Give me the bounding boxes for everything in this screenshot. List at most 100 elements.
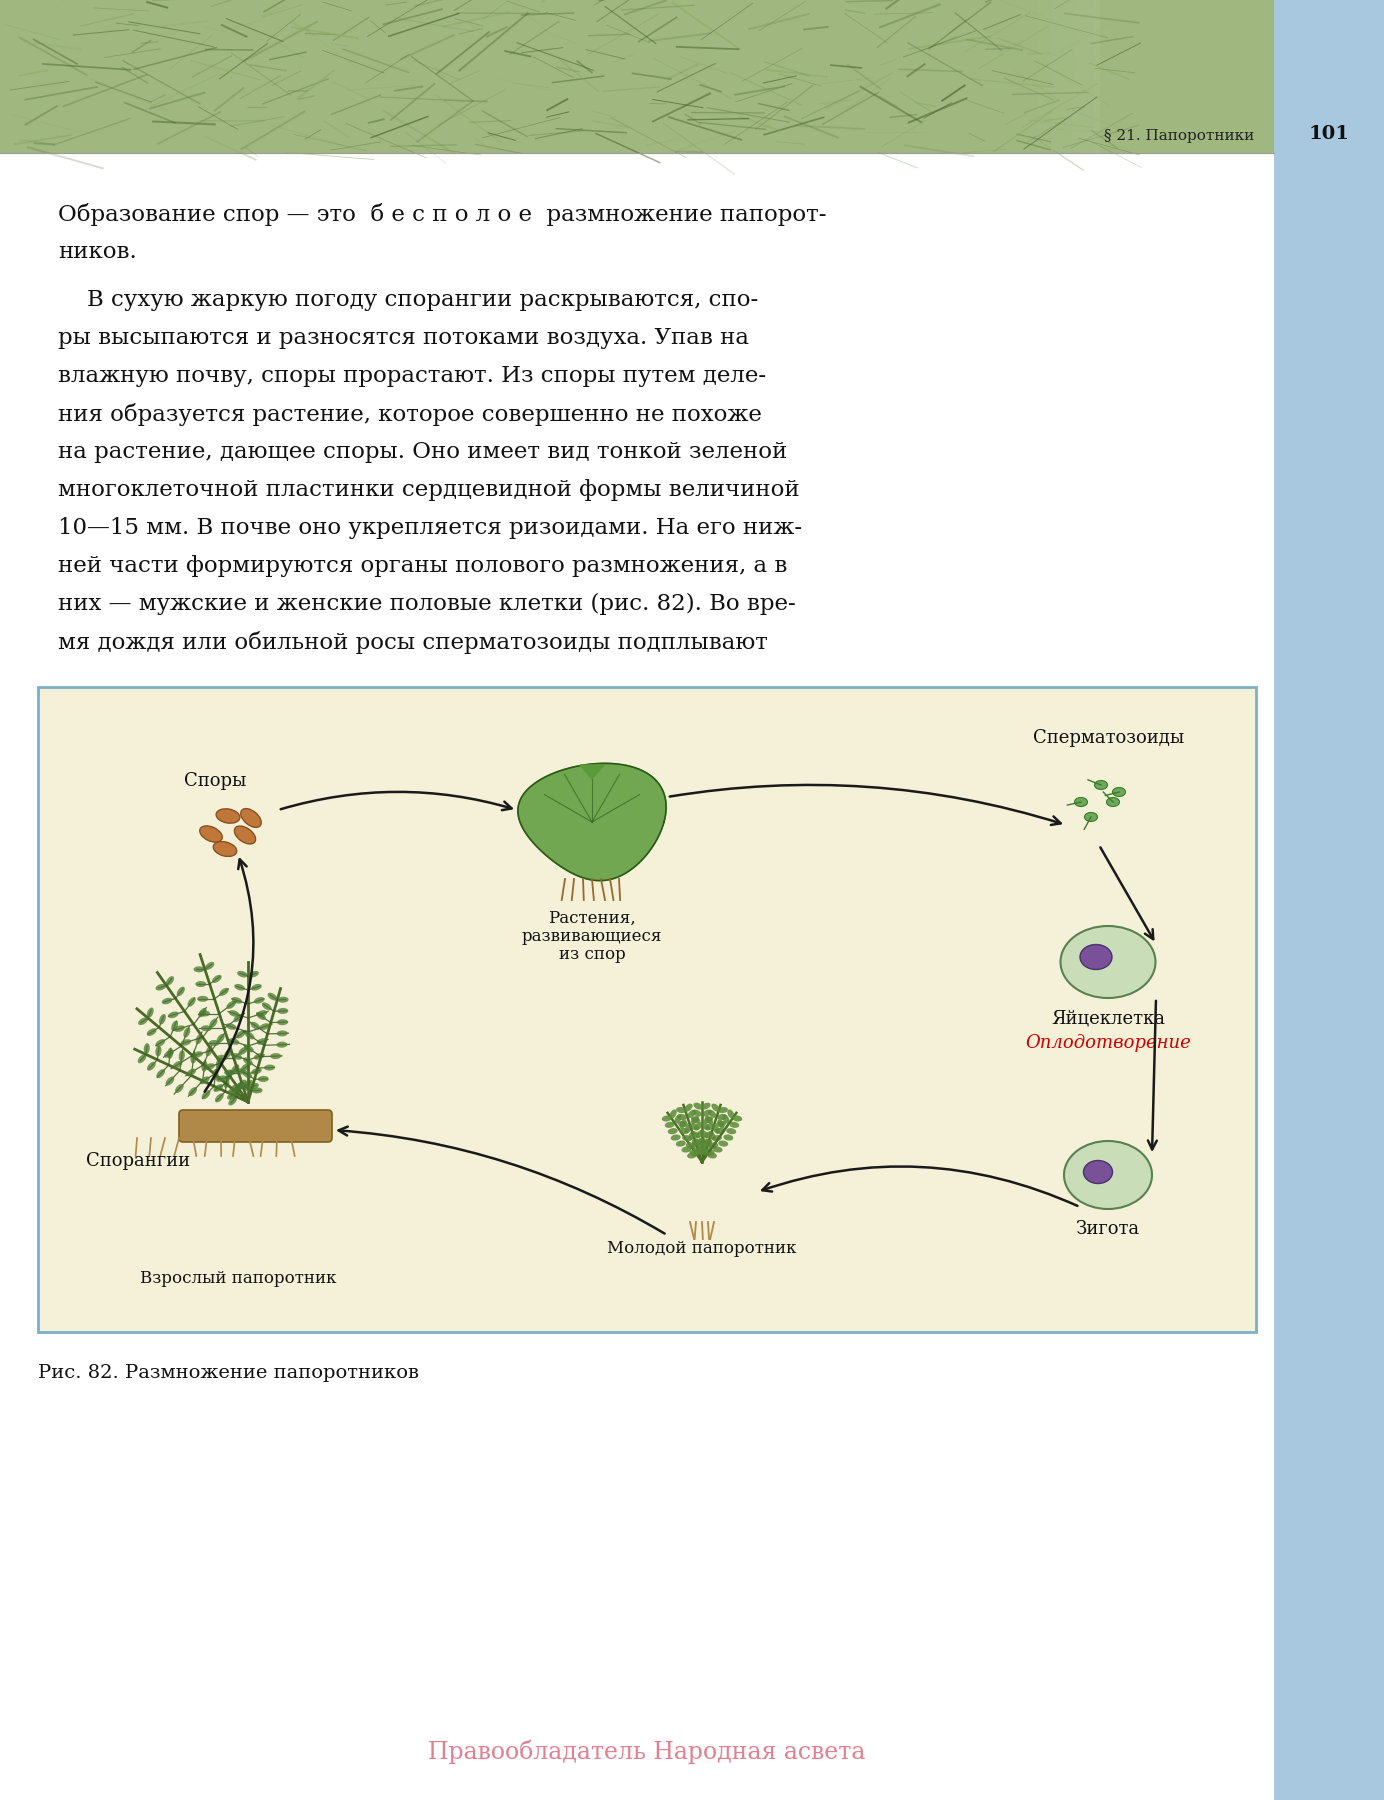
Ellipse shape bbox=[201, 1026, 212, 1031]
Ellipse shape bbox=[702, 1147, 709, 1156]
Ellipse shape bbox=[235, 1082, 242, 1093]
Ellipse shape bbox=[231, 1053, 242, 1060]
Ellipse shape bbox=[188, 1087, 197, 1096]
Ellipse shape bbox=[704, 1130, 714, 1138]
Ellipse shape bbox=[216, 1033, 224, 1044]
Ellipse shape bbox=[187, 1069, 197, 1076]
Text: Оплодотворение: Оплодотворение bbox=[1026, 1033, 1190, 1051]
Ellipse shape bbox=[259, 1022, 270, 1030]
Ellipse shape bbox=[234, 1085, 241, 1096]
Ellipse shape bbox=[686, 1152, 698, 1159]
Text: ния образуется растение, которое совершенно не похоже: ния образуется растение, которое соверше… bbox=[58, 403, 761, 427]
Ellipse shape bbox=[707, 1152, 717, 1159]
Ellipse shape bbox=[698, 1138, 706, 1147]
Ellipse shape bbox=[195, 1033, 202, 1044]
Ellipse shape bbox=[691, 1116, 700, 1123]
Ellipse shape bbox=[704, 1123, 714, 1130]
Ellipse shape bbox=[234, 826, 256, 844]
Ellipse shape bbox=[692, 1138, 699, 1148]
Ellipse shape bbox=[675, 1107, 686, 1112]
Ellipse shape bbox=[212, 1069, 219, 1080]
Ellipse shape bbox=[251, 985, 262, 990]
Ellipse shape bbox=[216, 1058, 223, 1069]
Ellipse shape bbox=[167, 1012, 179, 1019]
Ellipse shape bbox=[256, 1012, 266, 1021]
Ellipse shape bbox=[729, 1121, 739, 1129]
Ellipse shape bbox=[242, 1084, 252, 1091]
Bar bbox=[1275, 0, 1384, 1800]
Ellipse shape bbox=[688, 1130, 696, 1141]
Ellipse shape bbox=[244, 1080, 253, 1087]
Ellipse shape bbox=[727, 1109, 735, 1118]
Ellipse shape bbox=[248, 1084, 259, 1089]
Ellipse shape bbox=[233, 1084, 242, 1091]
Ellipse shape bbox=[267, 992, 277, 1001]
Ellipse shape bbox=[711, 1103, 720, 1112]
Ellipse shape bbox=[209, 1019, 217, 1028]
Ellipse shape bbox=[1084, 1161, 1113, 1184]
Ellipse shape bbox=[693, 1103, 703, 1109]
Ellipse shape bbox=[277, 1030, 288, 1037]
Ellipse shape bbox=[226, 1069, 233, 1080]
Ellipse shape bbox=[709, 1143, 718, 1148]
Text: ры высыпаются и разносятся потоками воздуха. Упав на: ры высыпаются и разносятся потоками возд… bbox=[58, 328, 749, 349]
Ellipse shape bbox=[188, 997, 195, 1006]
Ellipse shape bbox=[191, 1053, 197, 1064]
Ellipse shape bbox=[216, 1055, 227, 1060]
Ellipse shape bbox=[718, 1107, 728, 1112]
Ellipse shape bbox=[253, 1053, 264, 1060]
Ellipse shape bbox=[680, 1120, 686, 1129]
Ellipse shape bbox=[237, 970, 248, 977]
Ellipse shape bbox=[264, 1064, 275, 1071]
Ellipse shape bbox=[692, 1109, 702, 1116]
Ellipse shape bbox=[226, 1022, 237, 1030]
Ellipse shape bbox=[212, 976, 221, 983]
Ellipse shape bbox=[727, 1129, 736, 1134]
Text: них — мужские и женские половые клетки (рис. 82). Во вре-: них — мужские и женские половые клетки (… bbox=[58, 592, 796, 616]
Ellipse shape bbox=[162, 997, 173, 1004]
Text: Спорангии: Спорангии bbox=[86, 1152, 190, 1170]
Ellipse shape bbox=[216, 808, 239, 823]
Ellipse shape bbox=[703, 1116, 713, 1123]
Text: Правообладатель Народная асвета: Правообладатель Народная асвета bbox=[428, 1741, 865, 1764]
Ellipse shape bbox=[192, 1051, 203, 1058]
Ellipse shape bbox=[1095, 781, 1107, 790]
Text: на растение, дающее споры. Оно имеет вид тонкой зеленой: на растение, дающее споры. Оно имеет вид… bbox=[58, 441, 787, 463]
Ellipse shape bbox=[194, 967, 205, 972]
Ellipse shape bbox=[689, 1150, 699, 1156]
Ellipse shape bbox=[711, 1136, 722, 1141]
Text: Рис. 82. Размножение папоротников: Рис. 82. Размножение папоротников bbox=[37, 1364, 419, 1382]
Ellipse shape bbox=[277, 1008, 288, 1013]
Ellipse shape bbox=[713, 1125, 720, 1134]
Ellipse shape bbox=[703, 1139, 713, 1147]
Text: ней части формируются органы полового размножения, а в: ней части формируются органы полового ра… bbox=[58, 554, 787, 578]
Ellipse shape bbox=[717, 1114, 727, 1120]
Ellipse shape bbox=[228, 1096, 237, 1105]
Ellipse shape bbox=[709, 1130, 716, 1141]
Ellipse shape bbox=[704, 1138, 711, 1148]
Ellipse shape bbox=[155, 1039, 165, 1048]
Ellipse shape bbox=[277, 1042, 288, 1048]
Text: мя дождя или обильной росы сперматозоиды подплывают: мя дождя или обильной росы сперматозоиды… bbox=[58, 632, 768, 653]
Polygon shape bbox=[580, 765, 603, 779]
Ellipse shape bbox=[709, 1111, 717, 1118]
Ellipse shape bbox=[278, 997, 289, 1003]
Ellipse shape bbox=[716, 1121, 727, 1127]
Text: влажную почву, споры прорастают. Из споры путем деле-: влажную почву, споры прорастают. Из спор… bbox=[58, 365, 767, 387]
Ellipse shape bbox=[205, 961, 215, 970]
Ellipse shape bbox=[662, 1116, 671, 1121]
Ellipse shape bbox=[228, 1087, 238, 1094]
Ellipse shape bbox=[703, 1109, 711, 1116]
Ellipse shape bbox=[172, 1021, 179, 1031]
Ellipse shape bbox=[704, 1150, 714, 1156]
Ellipse shape bbox=[241, 808, 262, 828]
Text: § 21. Папоротники: § 21. Папоротники bbox=[1104, 130, 1254, 142]
Ellipse shape bbox=[1080, 945, 1111, 970]
Ellipse shape bbox=[699, 1147, 707, 1154]
Ellipse shape bbox=[215, 1093, 224, 1102]
Ellipse shape bbox=[205, 1064, 215, 1069]
Text: В сухую жаркую погоду спорангии раскрываются, спо-: В сухую жаркую погоду спорангии раскрыва… bbox=[58, 290, 758, 311]
Ellipse shape bbox=[684, 1103, 692, 1112]
Ellipse shape bbox=[689, 1123, 699, 1130]
Ellipse shape bbox=[716, 1129, 725, 1134]
